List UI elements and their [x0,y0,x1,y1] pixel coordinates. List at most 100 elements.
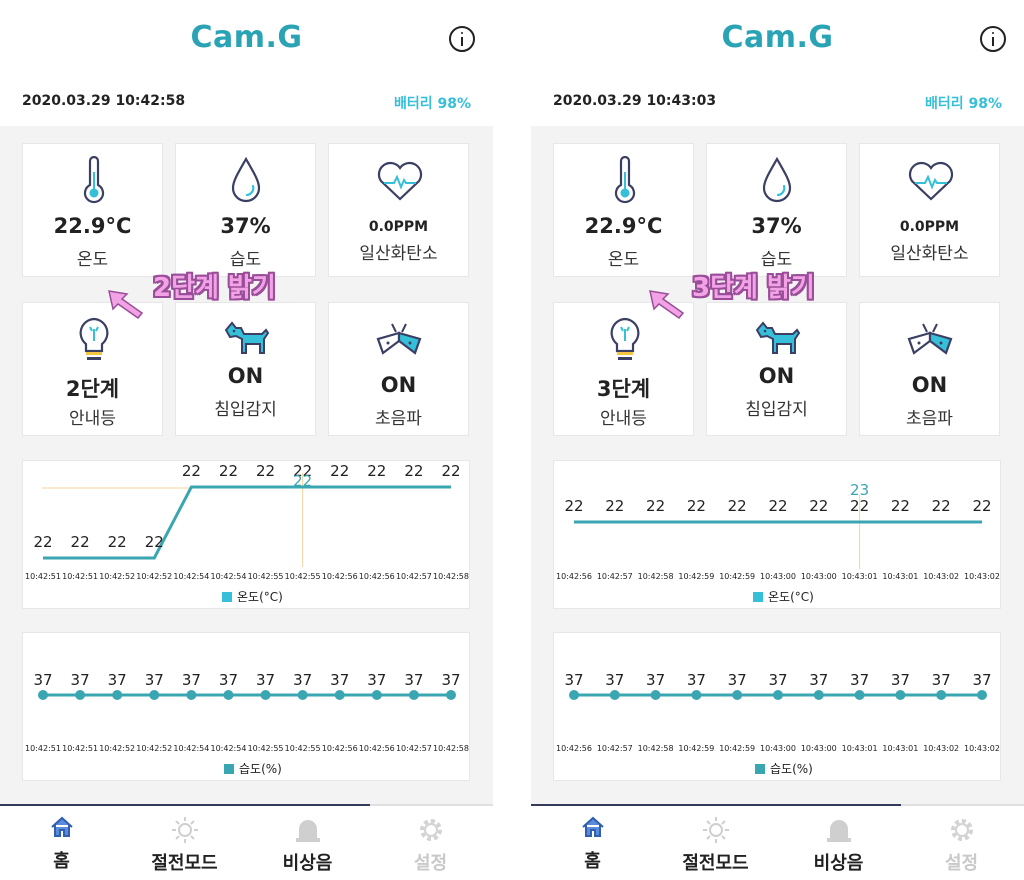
siren-icon [295,820,320,842]
nav-emergency-label: 비상음 [282,853,333,874]
ultrasonic-tile[interactable]: ON 초음파 [328,302,469,436]
guide-light-label: 안내등 [69,409,116,429]
nav-settings[interactable]: 설정 [900,804,1023,880]
nav-settings[interactable]: 설정 [369,804,492,880]
co-value: 0.0PPM [899,219,960,235]
temp-x-tick: 10:42:57 [597,572,633,581]
humid-data-label: 37 [441,671,460,689]
humid-data-label: 37 [646,671,665,689]
humid-data-label: 37 [728,671,747,689]
co-tile[interactable]: 0.0PPM 일산화탄소 [328,143,469,277]
app-header: Cam.G 2020.03.29 10:43:03 배터리 98% [531,0,1024,126]
temp-data-label: 22 [564,497,583,515]
siren-icon [826,820,851,842]
temp-data-label: 22 [108,533,127,551]
humid-point [813,690,824,700]
humid-point [408,690,419,700]
temp-x-tick: 10:42:55 [248,572,284,581]
intrusion-tile[interactable]: ON 침입감지 [175,302,316,436]
temp-x-tick: 10:42:54 [173,572,209,581]
gear-icon [950,819,973,841]
info-icon[interactable] [980,26,1006,52]
moth-icon [376,323,422,355]
temp-x-tick: 10:42:54 [210,572,246,581]
co-tile[interactable]: 0.0PPM 일산화탄소 [859,143,1000,277]
temp-data-label: 22 [891,497,910,515]
nav-emergency[interactable]: 비상음 [777,804,900,880]
app-title: Cam.G [190,20,303,55]
guide-light-value: 2단계 [65,377,120,401]
nav-indicator [531,804,901,806]
intrusion-tile[interactable]: ON 침입감지 [706,302,847,436]
lightbulb-icon [610,317,640,360]
humid-point [223,690,234,700]
humid-data-label: 37 [145,671,164,689]
humid-data-label: 37 [850,671,869,689]
temperature-tile[interactable]: 22.9°C 온도 [22,143,163,277]
datetime: 2020.03.29 10:42:58 [22,93,186,109]
humid-data-label: 37 [293,671,312,689]
humidity-tile[interactable]: 37% 습도 [175,143,316,277]
temp-data-label: 22 [256,462,275,480]
temp-data-label: 22 [687,497,706,515]
nav-emergency-label: 비상음 [813,853,864,874]
co-label: 일산화탄소 [890,244,969,264]
humid-x-tick: 10:42:56 [322,744,358,753]
humid-data-label: 37 [809,671,828,689]
thermometer-icon [614,156,636,204]
humid-x-tick: 10:42:59 [719,744,755,753]
humid-x-tick: 10:43:02 [964,744,1000,753]
temp-data-label: 22 [441,462,460,480]
battery-status: 배터리 98% [393,96,471,112]
temp-data-label: 22 [728,497,747,515]
temp-x-tick: 10:43:00 [760,572,796,581]
nav-home[interactable]: 홈 [0,804,123,880]
humid-x-tick: 10:42:54 [173,744,209,753]
nav-emergency[interactable]: 비상음 [246,804,369,880]
nav-indicator [0,804,370,806]
humid-x-tick: 10:42:56 [359,744,395,753]
temp-legend-label: 온도(°C) [768,590,814,604]
phone-screen-left: Cam.G 2020.03.29 10:42:58 배터리 98% 22.9°C… [0,0,493,880]
temp-series-line [43,485,451,560]
humid-data-label: 37 [108,671,127,689]
app-header: Cam.G 2020.03.29 10:42:58 배터리 98% [0,0,493,126]
temp-data-label: 22 [768,497,787,515]
temperature-tile[interactable]: 22.9°C 온도 [553,143,694,277]
nav-power-saving[interactable]: 절전모드 [654,804,777,880]
humid-data-label: 37 [33,671,52,689]
humidity-tile[interactable]: 37% 습도 [706,143,847,277]
ultrasonic-tile[interactable]: ON 초음파 [859,302,1000,436]
dashboard: 22.9°C 온도 37% 습도 0.0PPM 일산화탄소 [0,126,493,804]
humid-x-tick: 10:42:52 [136,744,172,753]
temp-data-label: 22 [71,533,90,551]
nav-home[interactable]: 홈 [531,804,654,880]
humid-data-label: 37 [564,671,583,689]
humid-data-label: 37 [182,671,201,689]
humid-data-label: 37 [891,671,910,689]
ultrasonic-label: 초음파 [906,409,953,429]
nav-power-saving[interactable]: 절전모드 [123,804,246,880]
temp-data-label: 22 [404,462,423,480]
temp-x-tick: 10:42:58 [433,572,469,581]
nav-power-saving-label: 절전모드 [682,853,749,874]
humid-point [773,690,783,700]
info-icon[interactable] [449,26,475,52]
nav-home-label: 홈 [53,851,70,872]
humid-x-tick: 10:42:52 [99,744,135,753]
temp-x-tick: 10:42:58 [638,572,674,581]
humid-point [260,690,271,700]
humid-data-label: 37 [219,671,238,689]
humid-point [186,690,197,700]
temp-data-label: 22 [605,497,624,515]
guide-light-tile[interactable]: 3단계 안내등 [553,302,694,436]
temp-data-label: 22 [182,462,201,480]
guide-light-tile[interactable]: 2단계 안내등 [22,302,163,436]
nav-settings-label: 설정 [944,853,979,874]
lightbulb-icon [79,317,109,360]
humid-point [732,690,743,700]
temp-x-tick: 10:42:56 [322,572,358,581]
co-value: 0.0PPM [368,219,429,235]
humid-legend-label: 습도(%) [770,762,813,776]
bottom-nav: 홈 절전모드 비상음 설정 [531,804,1024,880]
